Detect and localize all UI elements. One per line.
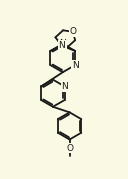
Text: O: O: [69, 27, 76, 36]
Text: N: N: [59, 39, 66, 48]
Text: N: N: [58, 41, 65, 50]
Text: N: N: [72, 61, 78, 70]
Text: O: O: [66, 144, 73, 153]
Text: N: N: [61, 82, 68, 91]
